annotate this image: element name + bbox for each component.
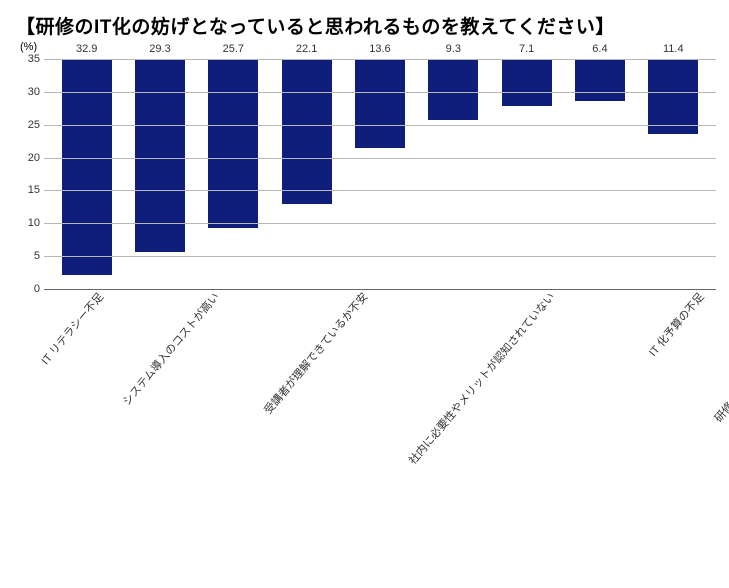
bars-container: 32.929.325.7 22.1 13.6 9.3 7.1 6.4 11.4 — [44, 59, 716, 289]
y-tick-label: 35 — [20, 53, 40, 65]
y-tick-label: 30 — [20, 86, 40, 98]
plot-area: 32.929.325.722.113.69.37.16.411.4 051015… — [44, 59, 716, 289]
grid-line — [44, 190, 716, 191]
bar-slot: 6.4 — [563, 59, 636, 289]
bar-slot: 13.6 — [343, 59, 416, 289]
y-tick-label: 20 — [20, 152, 40, 164]
bar-value-label: 13.6 — [369, 43, 390, 55]
bar-value-label: 9.3 — [446, 43, 461, 55]
bar-value-label: 7.1 — [519, 43, 534, 55]
chart-title: 【研修のIT化の妨げとなっていると思われるものを教えてください】 — [16, 12, 713, 39]
bar: 6.4 — [575, 59, 625, 101]
bar-value-label: 32.9 — [76, 43, 97, 55]
bar-slot: 22.1 — [270, 59, 343, 289]
y-tick-label: 5 — [20, 250, 40, 262]
y-axis-unit: (%) — [20, 41, 713, 53]
x-axis-labels: IT リテラシー不足システム導入のコストが高い受講者が理解できているか不安社内に… — [44, 289, 716, 489]
x-label-slot: IT リテラシー不足 — [50, 289, 139, 489]
bar: 7.1 — [502, 59, 552, 106]
bar-chart: 32.929.325.7 22.1 13.6 9.3 7.1 6.4 11.4 0 5 10 15… — [16, 59, 716, 489]
bar: 25.7 — [208, 59, 258, 228]
bar-value-label: 6.4 — [592, 43, 607, 55]
y-tick-label: 25 — [20, 119, 40, 131]
bar-slot: 7.1 — [490, 59, 563, 289]
grid-line — [44, 289, 716, 290]
y-tick-label: 0 — [20, 283, 40, 295]
grid-line — [44, 59, 716, 60]
bar: 13.6 — [355, 59, 405, 148]
bar-slot: 11.4 — [637, 59, 710, 289]
y-tick-label: 10 — [20, 217, 40, 229]
bar-value-label: 25.7 — [223, 43, 244, 55]
bar: 11.4 — [648, 59, 698, 134]
bar-slot: 25.7 — [197, 59, 270, 289]
bar-slot: 32.9 — [50, 59, 123, 289]
bar-slot: 29.3 — [123, 59, 196, 289]
grid-line — [44, 223, 716, 224]
bar-slot: 9.3 — [417, 59, 490, 289]
bar-value-label: 11.4 — [663, 43, 684, 55]
bar-value-label: 29.3 — [149, 43, 170, 55]
bar-value-label: 22.1 — [296, 43, 317, 55]
grid-line — [44, 125, 716, 126]
grid-line — [44, 256, 716, 257]
x-label-slot: 社内に必要性やメリットが認知されていない — [436, 289, 656, 489]
y-tick-label: 15 — [20, 184, 40, 196]
grid-line — [44, 158, 716, 159]
grid-line — [44, 92, 716, 93]
bar: 9.3 — [428, 59, 478, 120]
bar: 22.1 — [282, 59, 332, 204]
